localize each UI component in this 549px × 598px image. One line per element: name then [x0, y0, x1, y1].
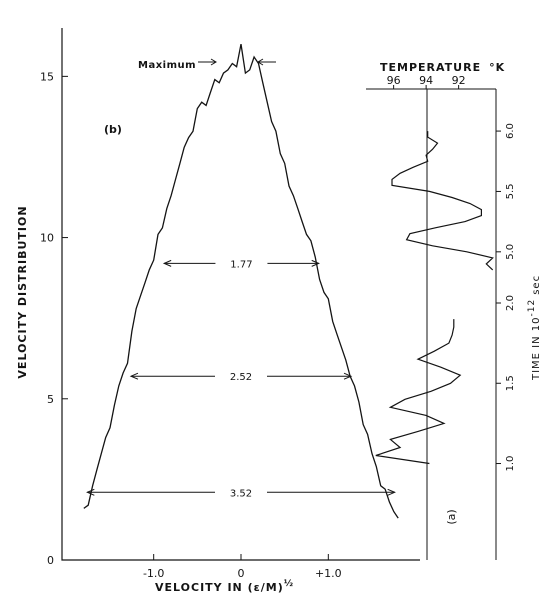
maximum-label: Maximum — [138, 60, 196, 71]
width-arrowhead-right — [387, 488, 396, 496]
time-tick-label: 1.5 — [505, 375, 516, 391]
width-arrowhead-right — [311, 259, 320, 267]
width-arrowhead-left — [129, 372, 139, 380]
maximum-arrow-right — [257, 58, 276, 66]
time-axis-label: TIME IN 10-12sec — [527, 275, 542, 381]
x-tick-label: 0 — [238, 567, 245, 580]
time-tick-label: 5.0 — [505, 244, 516, 260]
width-label: 2.52 — [230, 372, 252, 383]
temperature-trace-upper — [391, 131, 494, 271]
width-label: 1.77 — [230, 259, 252, 270]
time-tick-label: 2.0 — [505, 295, 516, 311]
x-axis-ticks: -1.0 0 +1.0 — [143, 554, 342, 580]
time-tick-label: 5.5 — [505, 183, 516, 199]
width-arrowhead-left — [162, 259, 172, 267]
y-axis-label: VELOCITY DISTRIBUTION — [16, 205, 29, 378]
distribution-curve — [83, 43, 399, 519]
width-label: 3.52 — [230, 488, 252, 499]
y-tick-label: 5 — [47, 393, 54, 406]
x-axis-label: VELOCITY IN (ε/M)½ — [155, 578, 294, 594]
y-axis-ticks: 0 5 10 15 — [40, 70, 68, 567]
temperature-tick-label: 94 — [419, 74, 433, 87]
time-tick-label: 1.0 — [505, 456, 516, 472]
temperature-ticks: 96 94 92 — [387, 74, 466, 89]
panel-b-label: (b) — [104, 123, 122, 136]
temperature-trace-lower — [375, 319, 462, 465]
time-tick-label: 6.0 — [505, 123, 516, 139]
axis-frame — [61, 28, 420, 561]
time-ticks: 1.0 1.5 2.0 5.0 5.5 6.0 — [496, 123, 516, 471]
maximum-arrow-left — [198, 58, 217, 66]
temperature-title: TEMPERATURE °K — [380, 61, 505, 74]
panel-a-label: (a) — [445, 509, 458, 524]
width-arrowhead-right — [343, 372, 353, 380]
x-tick-label: -1.0 — [143, 567, 164, 580]
width-arrows: 1.77 2.52 3.52 — [86, 259, 396, 499]
velocity-distribution-panel: 0 5 10 15 -1.0 0 +1.0 1.77 2.52 3.52 Maximum (b… — [16, 28, 420, 594]
temperature-tick-label: 96 — [387, 74, 401, 87]
width-arrowhead-left — [86, 488, 95, 496]
temperature-tick-label: 92 — [452, 74, 466, 87]
y-tick-label: 15 — [40, 70, 54, 83]
x-tick-label: +1.0 — [315, 567, 342, 580]
y-tick-label: 0 — [47, 554, 54, 567]
temperature-panel: TEMPERATURE °K 96 94 92 1.01.52.05.05.56.0 … — [366, 61, 542, 560]
y-tick-label: 10 — [40, 232, 54, 245]
